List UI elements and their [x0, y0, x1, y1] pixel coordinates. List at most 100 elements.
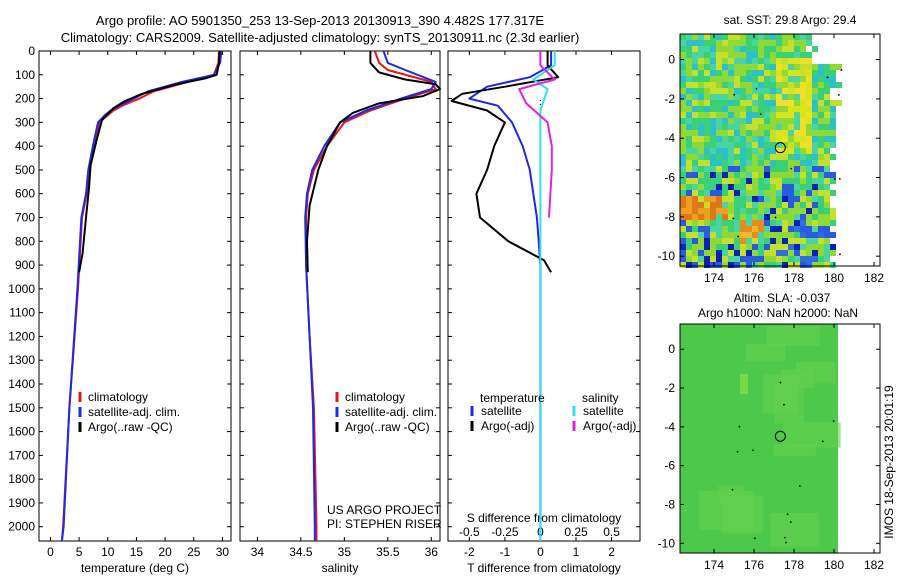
- sst-cell: [818, 262, 824, 268]
- sst-cell: [704, 250, 710, 256]
- sst-cell: [758, 76, 764, 82]
- island-dot: [789, 521, 792, 523]
- sst-cell: [782, 226, 788, 232]
- sst-cell: [800, 106, 806, 112]
- figure-title-line1: Argo profile: AO 5901350_253 13-Sep-2013…: [95, 13, 545, 28]
- sst-cell: [788, 172, 794, 178]
- sst-cell: [800, 124, 806, 130]
- sst-cell: [746, 184, 752, 190]
- sst-cell: [692, 76, 698, 82]
- sst-cell: [734, 82, 740, 88]
- x-tick-label: -2: [464, 545, 475, 559]
- sst-cell: [812, 208, 818, 214]
- legend-label: Argo(..raw -QC): [345, 420, 430, 434]
- sst-cell: [734, 100, 740, 106]
- sst-cell: [686, 64, 692, 70]
- sst-cell: [812, 196, 818, 202]
- sst-cell: [794, 160, 800, 166]
- sst-cell: [794, 70, 800, 76]
- sst-cell: [716, 220, 722, 226]
- sst-cell: [836, 100, 842, 106]
- map-x-tick-label: 182: [864, 271, 884, 285]
- sst-cell: [758, 184, 764, 190]
- sst-cell: [770, 94, 776, 100]
- island-dot: [753, 537, 756, 540]
- sst-cell: [686, 34, 692, 40]
- sst-cell: [680, 142, 686, 148]
- sst-cell: [740, 262, 746, 268]
- sst-cell: [680, 154, 686, 160]
- sst-cell: [710, 190, 716, 196]
- sst-cell: [686, 82, 692, 88]
- sst-cell: [782, 52, 788, 58]
- sst-cell: [710, 202, 716, 208]
- sst-cell: [752, 76, 758, 82]
- sst-cell: [680, 208, 686, 214]
- sst-cell: [806, 88, 812, 94]
- sst-cell: [698, 160, 704, 166]
- sst-cell: [728, 94, 734, 100]
- sst-cell: [818, 124, 824, 130]
- sst-cell: [740, 40, 746, 46]
- sst-cell: [746, 220, 752, 226]
- sst-cell: [698, 118, 704, 124]
- sst-cell: [794, 142, 800, 148]
- sst-cell: [776, 100, 782, 106]
- sst-cell: [722, 58, 728, 64]
- sst-cell: [764, 148, 770, 154]
- sst-cell: [794, 130, 800, 136]
- sst-cell: [776, 64, 782, 70]
- sst-cell: [746, 202, 752, 208]
- sst-cell: [746, 214, 752, 220]
- sst-cell: [776, 214, 782, 220]
- sst-cell: [698, 244, 704, 250]
- sst-cell: [722, 130, 728, 136]
- sst-cell: [752, 106, 758, 112]
- sst-cell: [818, 172, 824, 178]
- legend-label: Argo(-adj): [583, 419, 636, 433]
- sst-cell: [764, 100, 770, 106]
- legend-title: temperature: [480, 391, 545, 405]
- sst-cell: [782, 196, 788, 202]
- sst-cell: [728, 244, 734, 250]
- sst-cell: [680, 166, 686, 172]
- map-frame: [679, 33, 881, 267]
- sst-cell: [704, 196, 710, 202]
- sst-cell: [782, 100, 788, 106]
- sst-cell: [692, 250, 698, 256]
- sst-cell: [818, 232, 824, 238]
- sst-cell: [794, 256, 800, 262]
- sst-cell: [788, 130, 794, 136]
- sst-cell: [704, 154, 710, 160]
- sst-cell: [716, 142, 722, 148]
- sst-cell: [788, 256, 794, 262]
- sst-cell: [704, 256, 710, 262]
- sst-cell: [752, 166, 758, 172]
- sst-cell: [788, 70, 794, 76]
- island-dot: [732, 217, 735, 220]
- sst-cell: [734, 124, 740, 130]
- sst-cell: [710, 58, 716, 64]
- sst-cell: [824, 232, 830, 238]
- sst-cell: [734, 46, 740, 52]
- sst-cell: [704, 88, 710, 94]
- sst-cell: [752, 124, 758, 130]
- sst-cell: [752, 148, 758, 154]
- x-tick-label: 5: [76, 545, 83, 559]
- sst-cell: [824, 208, 830, 214]
- sst-cell: [794, 58, 800, 64]
- sst-cell: [698, 88, 704, 94]
- sst-cell: [824, 256, 830, 262]
- sst-cell: [818, 256, 824, 262]
- sst-cell: [716, 178, 722, 184]
- sst-cell: [764, 52, 770, 58]
- sst-cell: [722, 88, 728, 94]
- sst-cell: [800, 166, 806, 172]
- sst-cell: [782, 130, 788, 136]
- depth-tick-label: 2000: [8, 520, 35, 534]
- sst-cell: [740, 82, 746, 88]
- sst-cell: [686, 58, 692, 64]
- sst-cell: [680, 106, 686, 112]
- sst-cell: [812, 184, 818, 190]
- sst-cell: [788, 244, 794, 250]
